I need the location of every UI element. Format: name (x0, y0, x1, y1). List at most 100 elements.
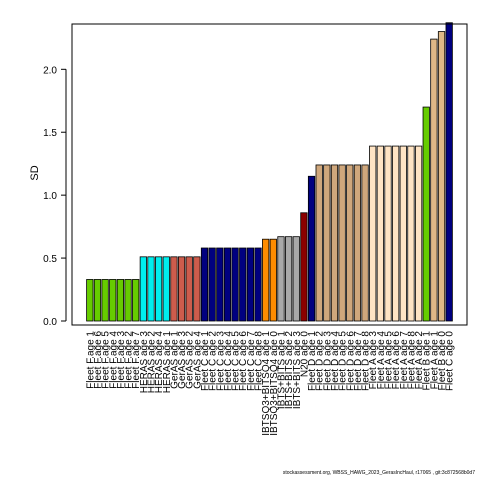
bar (216, 247, 224, 322)
y-tick-label: 1.5 (43, 128, 57, 139)
x-tick-label: IBTS+BITS age 3 (292, 331, 303, 410)
y-tick-label: 0.0 (43, 317, 57, 328)
bar (109, 279, 117, 322)
x-tick-label: Fleet C age 3 (215, 331, 226, 391)
bars (86, 22, 453, 322)
x-tick-label: IBTS+BITS age 2 (284, 331, 295, 410)
y-tick-label: 2.0 (43, 65, 57, 76)
bar (93, 279, 102, 322)
x-tick-label: Fleet F.age 1 (85, 331, 96, 389)
y-axis: 0.0 0.5 1.0 1.5 2.0 (43, 65, 67, 328)
bar (399, 145, 407, 322)
bar (200, 247, 209, 322)
x-tick-label: Fleet A age 7 (399, 331, 410, 390)
x-tick-label: Fleet D age 6 (345, 331, 356, 391)
x-tick-label: HERAS age 4 (154, 331, 165, 394)
bar (307, 175, 316, 322)
bar (292, 236, 300, 322)
x-tick-label: Fleet B age 0 (437, 331, 448, 391)
x-tick-label: Fleet C age 2 (208, 331, 219, 391)
plot-frame (71, 23, 468, 326)
x-tick-label: Fleet F.age 3 (116, 331, 127, 389)
bar (338, 164, 346, 322)
bar (208, 247, 216, 322)
x-tick-label: Fleet D age 8 (361, 331, 372, 391)
y-tick-label: 0.5 (43, 254, 57, 265)
bar (269, 238, 277, 322)
bar (315, 164, 323, 322)
bar (353, 164, 362, 322)
bar (277, 236, 285, 322)
x-tick-label: Fleet F.age 2 (124, 331, 135, 389)
bar (185, 256, 193, 322)
x-tick-label: Fleet A age 3 (368, 331, 379, 390)
bar (124, 279, 132, 322)
bar (162, 256, 170, 322)
bar (284, 236, 293, 322)
x-tick-label: Fleet D age 7 (353, 331, 364, 391)
bar (300, 212, 308, 322)
x-tick-label: Fleet D age 4 (330, 331, 341, 391)
bar (323, 164, 331, 322)
x-tick-label: HERAS age 2 (146, 331, 157, 394)
bar (422, 106, 430, 322)
x-tick-label: Fleet D age 2 (315, 331, 326, 391)
bar (239, 247, 247, 322)
bar (132, 279, 140, 322)
bar (101, 279, 109, 322)
bar (246, 247, 254, 322)
bar (86, 279, 94, 322)
x-tick-label: GerAS age 3 (177, 331, 188, 389)
x-tick-label: Fleet C age 0 (445, 331, 456, 391)
x-tick-label: Fleet C age 4 (223, 331, 234, 391)
bar (262, 238, 270, 322)
x-tick-label: HERAS age 3 (139, 331, 150, 394)
bar (346, 164, 354, 322)
x-tick-label: Fleet A age 1 (429, 331, 440, 390)
x-tick-label: Fleet C age 8 (254, 331, 265, 391)
bar (445, 22, 453, 322)
bar (384, 145, 392, 322)
x-tick-label: Fleet C age 7 (246, 331, 257, 391)
bar (361, 164, 369, 322)
x-tick-label: HERAS age 1 (162, 331, 173, 394)
bar (254, 247, 262, 322)
x-tick-label: IBTSQ3+BITSQ4 age 1 (261, 331, 272, 436)
x-tick-label: N20 age 0 (299, 331, 310, 378)
x-tick-label: Fleet A age 4 (376, 331, 387, 390)
bar (330, 164, 339, 322)
bar (392, 145, 400, 322)
x-tick-label: Fleet D age 1 (307, 331, 318, 391)
x-tick-label: GerAS age 4 (192, 331, 203, 389)
x-tick-label: Fleet A age 2 (414, 331, 425, 390)
bar (376, 145, 384, 322)
bar (193, 256, 201, 322)
bar (155, 256, 163, 322)
y-axis-label: SD (29, 165, 41, 180)
x-tick-label: IBTSQ3+BITSQ4 age 0 (269, 331, 280, 436)
bar (369, 145, 377, 322)
bar (430, 38, 438, 322)
bar (407, 145, 415, 322)
x-tick-label: Fleet F.age 6 (93, 331, 104, 389)
bar (437, 31, 446, 322)
x-tick-label: Fleet F.age 7 (131, 331, 142, 389)
x-tick-label: Fleet D age 3 (322, 331, 333, 391)
bar (231, 247, 239, 322)
x-tick-label: Fleet A age 6 (391, 331, 402, 390)
bar (116, 279, 125, 322)
x-tick-label: Fleet F.age 4 (108, 331, 119, 389)
y-tick-label: 1.0 (43, 191, 57, 202)
bar (223, 247, 232, 322)
x-tick-label: Fleet A age 5 (384, 331, 395, 390)
bar (147, 256, 155, 322)
x-tick-label: IBTS+BITS age 1 (276, 331, 287, 410)
x-tick-label: Fleet D age 5 (338, 331, 349, 391)
footer-text: stockassessment.org, WBSS_HAWG_2023_Gera… (282, 470, 475, 476)
bar (139, 256, 147, 322)
x-tick-label: GerAS age 1 (169, 331, 180, 389)
bar (177, 256, 186, 322)
x-tick-label: GerAS age 2 (185, 331, 196, 389)
